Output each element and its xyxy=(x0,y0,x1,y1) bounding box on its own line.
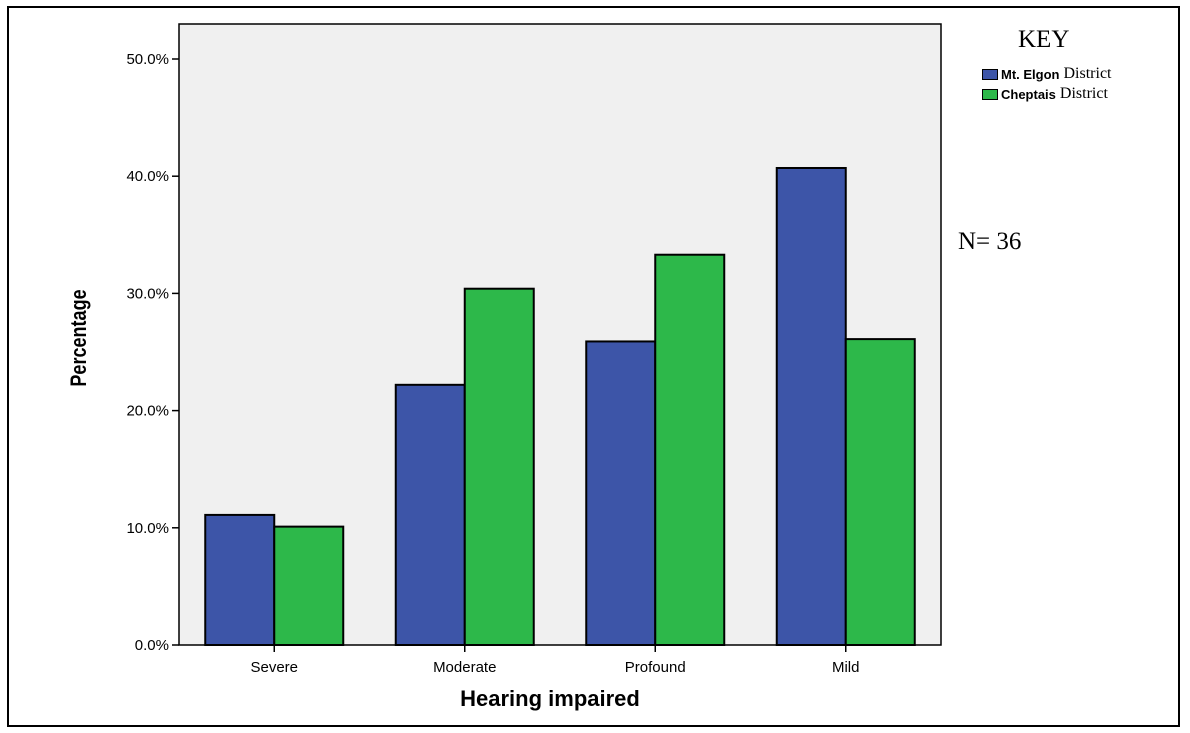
x-tick-label: Mild xyxy=(832,659,860,676)
bar-cheptais-mild xyxy=(844,338,916,646)
y-tick-label: 50.0% xyxy=(126,51,169,68)
legend-suffix-cheptais: District xyxy=(1059,85,1108,102)
legend-title: KEY xyxy=(1018,26,1070,53)
y-tick-label: 30.0% xyxy=(126,285,169,302)
legend-label-cheptais: Cheptais xyxy=(1001,86,1056,102)
y-tick-label: 10.0% xyxy=(126,520,169,537)
x-tick-label: Severe xyxy=(250,659,298,676)
x-axis: Severe Moderate Profound Mild xyxy=(250,645,860,676)
bar-mt-elgon-moderate xyxy=(394,383,466,646)
bar-cheptais-severe xyxy=(273,525,345,646)
sample-size-note: N= 36 xyxy=(958,228,1022,255)
y-axis-label: Percentage xyxy=(67,289,91,386)
x-tick-label: Moderate xyxy=(433,659,496,676)
legend-item-mt-elgon: Mt. Elgon District xyxy=(982,65,1112,82)
bar-mt-elgon-mild xyxy=(775,166,847,646)
legend-suffix-mt-elgon: District xyxy=(1063,65,1112,82)
x-axis-label: Hearing impaired xyxy=(460,686,640,711)
legend-item-cheptais: Cheptais District xyxy=(982,85,1108,102)
bar-cheptais-moderate xyxy=(463,287,535,646)
legend-label-mt-elgon: Mt. Elgon xyxy=(1001,66,1060,82)
y-tick-label: 0.0% xyxy=(135,637,169,654)
bar-cheptais-profound xyxy=(654,253,726,646)
x-tick-label: Profound xyxy=(625,659,686,676)
legend-swatch-cheptais xyxy=(982,88,998,100)
bar-mt-elgon-severe xyxy=(204,513,276,647)
bars-group xyxy=(204,166,916,647)
y-tick-label: 20.0% xyxy=(126,403,169,420)
legend-swatch-mt-elgon xyxy=(982,68,998,80)
y-tick-label: 40.0% xyxy=(126,168,169,185)
bar-mt-elgon-profound xyxy=(585,340,657,646)
y-axis: 0.0% 10.0% 20.0% 30.0% 40.0% 50.0% xyxy=(126,51,179,654)
